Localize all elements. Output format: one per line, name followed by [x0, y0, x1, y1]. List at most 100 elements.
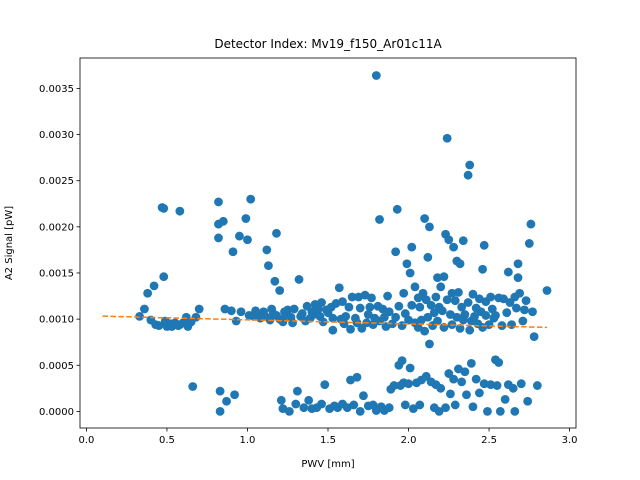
data-point — [236, 307, 246, 317]
data-point — [288, 318, 297, 328]
data-point — [468, 402, 478, 412]
data-point — [423, 252, 433, 262]
data-point — [463, 170, 473, 180]
data-point — [413, 323, 423, 332]
y-tick-label: 0.0005 — [39, 361, 74, 372]
data-point — [457, 302, 467, 312]
y-tick-label: 0.0000 — [39, 407, 74, 418]
y-tick-label: 0.0020 — [39, 222, 74, 233]
data-point — [433, 316, 442, 326]
data-point — [437, 306, 447, 316]
data-point — [442, 295, 452, 305]
data-point — [529, 332, 539, 342]
data-point — [444, 235, 454, 245]
data-point — [367, 293, 376, 303]
data-point — [433, 273, 442, 283]
data-point — [455, 323, 465, 333]
data-point — [405, 268, 415, 278]
data-point — [460, 310, 470, 319]
y-tick-label: 0.0025 — [39, 176, 74, 187]
data-point — [276, 395, 286, 405]
data-point — [317, 298, 326, 307]
data-point — [359, 391, 368, 401]
axes-frame — [79, 57, 577, 429]
data-point — [352, 372, 362, 382]
data-point — [512, 303, 521, 313]
data-point — [423, 312, 433, 322]
data-point — [355, 406, 365, 416]
data-point — [510, 406, 520, 416]
data-point — [436, 383, 446, 393]
data-point — [425, 222, 434, 232]
data-point — [491, 311, 500, 320]
data-point — [532, 381, 542, 390]
data-point — [455, 259, 465, 269]
chart-title: Detector Index: Mv19_f150_Ar01c11A — [214, 37, 442, 51]
data-point — [143, 288, 153, 298]
data-point — [228, 247, 238, 257]
data-point — [347, 292, 357, 302]
data-point — [415, 400, 425, 410]
plot-area — [102, 71, 552, 416]
data-point — [135, 311, 144, 321]
data-point — [246, 194, 256, 204]
data-point — [468, 289, 478, 299]
data-point — [222, 396, 231, 406]
data-point — [407, 300, 417, 310]
data-point — [230, 390, 239, 400]
tick-layer: 0.0 0.5 1.0 1.5 2.0 2.5 3.0 0.0000 0.0005 0.0010 0… — [39, 84, 578, 446]
data-point — [159, 203, 169, 213]
data-point — [465, 160, 475, 170]
y-axis-label: A2 Signal [pW] — [4, 206, 15, 280]
data-point — [495, 406, 505, 416]
data-point — [449, 242, 459, 252]
data-point — [318, 317, 328, 327]
data-point — [400, 400, 410, 410]
data-point — [420, 214, 430, 223]
x-tick-label: 1.0 — [240, 435, 256, 446]
data-point — [407, 242, 417, 252]
data-point — [194, 304, 204, 314]
data-point — [299, 403, 309, 413]
x-axis-label: PWV [mm] — [301, 459, 354, 470]
data-point — [391, 312, 401, 322]
data-point — [391, 247, 401, 257]
data-point — [499, 294, 508, 304]
data-point — [297, 309, 307, 318]
x-tick-label: 2.5 — [481, 435, 497, 446]
data-point — [317, 399, 326, 409]
data-point — [399, 288, 409, 298]
data-point — [513, 273, 523, 283]
data-point — [304, 395, 314, 405]
data-point — [431, 292, 441, 302]
data-point — [441, 403, 450, 413]
y-tick-label: 0.0035 — [39, 84, 74, 95]
data-point — [442, 133, 452, 143]
data-point — [479, 240, 489, 250]
data-point — [328, 313, 338, 323]
data-point — [218, 216, 228, 226]
data-point — [486, 292, 496, 302]
data-point — [283, 305, 293, 315]
data-point — [508, 383, 518, 393]
data-point — [404, 379, 413, 389]
data-point — [425, 339, 434, 349]
data-point — [450, 296, 460, 306]
data-point — [460, 367, 470, 377]
x-tick-label: 1.5 — [320, 435, 336, 446]
data-point — [521, 296, 531, 306]
x-tick-label: 0.0 — [78, 435, 94, 446]
data-point — [513, 259, 523, 269]
data-point — [465, 325, 475, 335]
data-point — [341, 311, 351, 321]
data-point — [402, 259, 412, 269]
data-point — [355, 303, 365, 313]
data-point — [293, 386, 302, 396]
data-point — [479, 379, 489, 389]
data-point — [463, 298, 473, 307]
data-point — [338, 297, 347, 306]
data-point — [507, 320, 516, 330]
x-tick-label: 2.0 — [401, 435, 417, 446]
data-point — [175, 206, 185, 216]
data-point — [454, 287, 463, 297]
